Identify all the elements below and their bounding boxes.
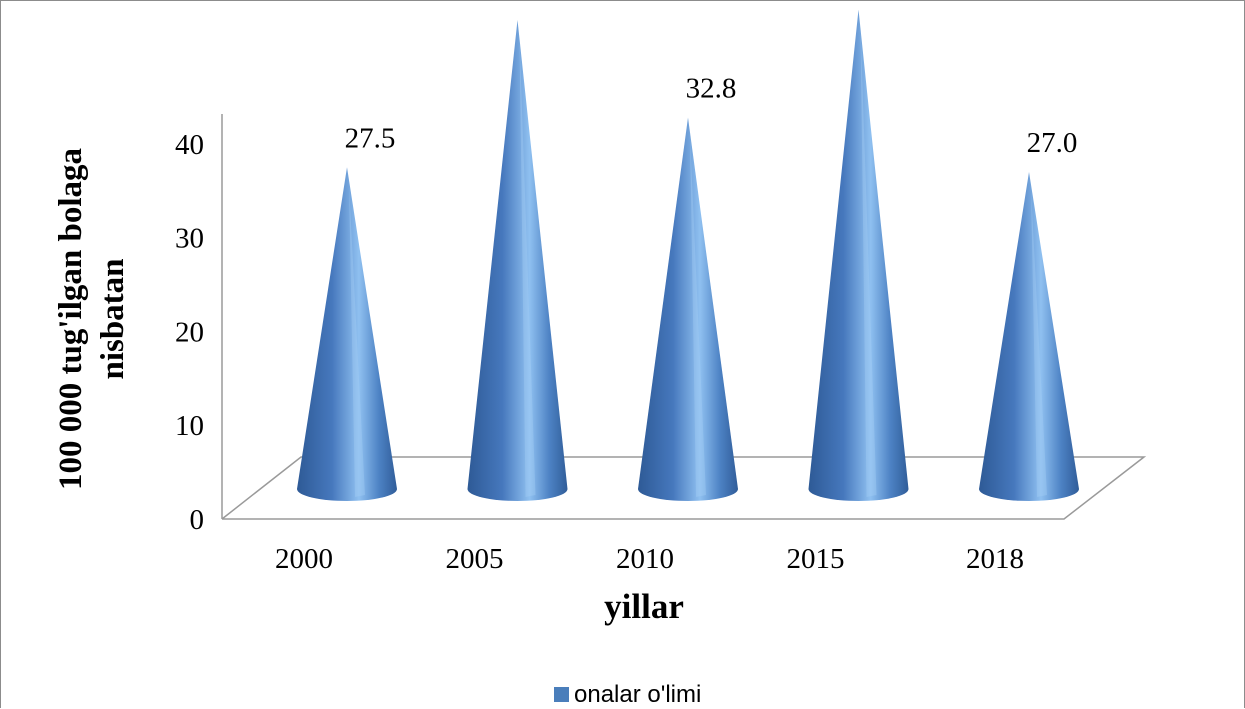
data-labels-layer: 27.543.232.844.327.0 [345,1,1078,159]
y-axis-ticks: 0 10 20 30 40 [175,129,204,536]
data-label: 43.2 [515,1,566,7]
x-tick-label: 2018 [966,543,1024,575]
y-tick-label: 40 [175,129,204,161]
cone-2000 [297,167,397,501]
cone-2015 [808,9,909,501]
y-tick-label: 0 [190,504,205,536]
cone-body [979,171,1079,501]
cone-highlight [1031,189,1047,497]
cone-2005 [467,19,568,501]
legend-label: onalar o'limi [574,681,701,708]
x-tick-label: 2000 [275,543,333,575]
cones-layer [297,9,1079,501]
x-tick-label: 2005 [446,543,504,575]
legend: onalar o'limi [554,681,701,708]
cone-2018 [979,171,1079,501]
x-axis-ticks: 2000 2005 2010 2015 2018 [275,543,1024,575]
cone-body [297,167,397,501]
y-axis-title-line-1: 100 000 tug'ilgan bolaga [53,148,89,490]
cone-highlight [349,185,365,497]
x-tick-label: 2010 [616,543,674,575]
y-tick-label: 30 [175,223,204,255]
cone-2010 [638,117,738,501]
floor-outline [221,456,1147,520]
y-axis-title: 100 000 tug'ilgan bolaga nisbatan [53,148,131,490]
y-tick-label: 10 [175,410,204,442]
cone-body [638,117,738,501]
cone-body [808,9,909,501]
cone-highlight [860,27,877,497]
cone-highlight [519,37,536,497]
data-label: 27.5 [345,122,396,154]
y-axis-title-line-2: nisbatan [95,258,131,379]
legend-swatch [554,687,569,702]
y-tick-label: 20 [175,316,204,348]
data-label: 32.8 [686,73,737,105]
x-tick-label: 2015 [787,543,845,575]
cone-body [467,19,568,501]
data-label: 27.0 [1027,127,1078,159]
axis-frame [221,114,1147,520]
cone-highlight [690,135,706,497]
x-axis-title: yillar [604,587,684,626]
